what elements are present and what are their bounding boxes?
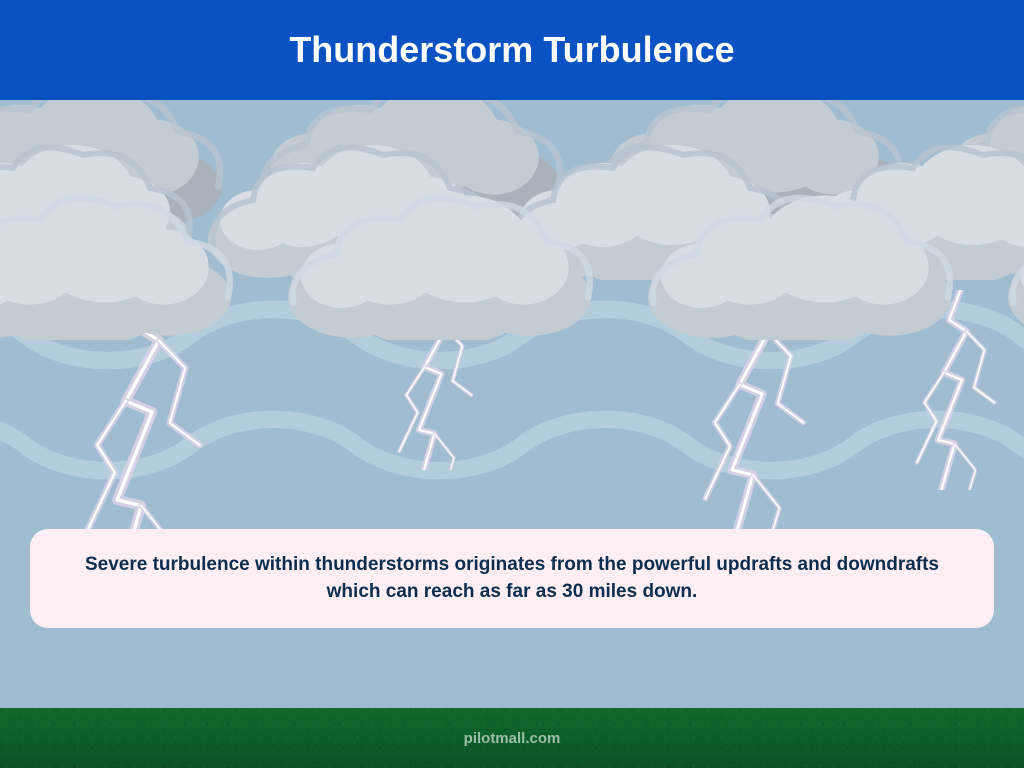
cloud-icon <box>618 190 978 340</box>
footer-attribution: pilotmall.com <box>464 730 561 747</box>
cloud <box>618 190 978 345</box>
page-title: Thunderstorm Turbulence <box>289 29 734 71</box>
cloud-icon <box>978 190 1024 340</box>
caption-text: Severe turbulence within thunderstorms o… <box>70 551 954 606</box>
turbulence-wave-2 <box>0 400 1024 490</box>
cloud <box>0 190 258 345</box>
cloud <box>258 190 618 345</box>
sky-region: Severe turbulence within thunderstorms o… <box>0 100 1024 708</box>
cloud-row-front <box>0 190 1024 345</box>
cloud-icon <box>0 190 258 340</box>
header-bar: Thunderstorm Turbulence <box>0 0 1024 100</box>
cloud <box>978 190 1024 345</box>
caption-box: Severe turbulence within thunderstorms o… <box>30 529 994 628</box>
cloud-icon <box>258 190 618 340</box>
ground-strip: pilotmall.com <box>0 708 1024 768</box>
